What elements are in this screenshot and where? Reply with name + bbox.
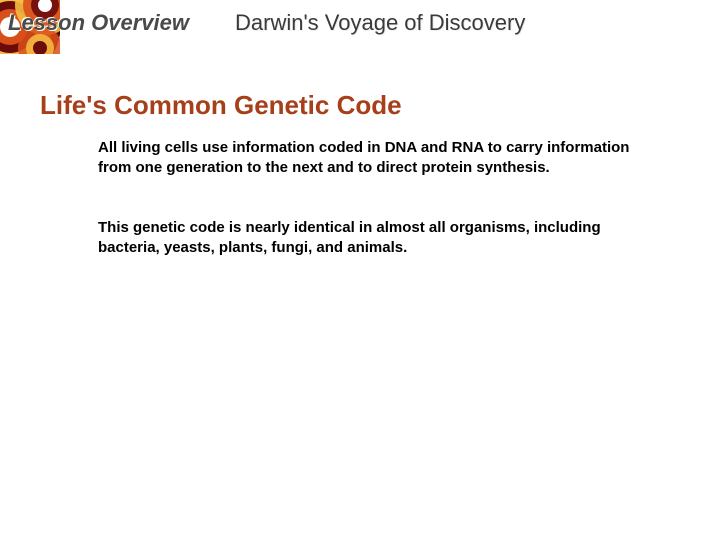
lesson-subtitle: Darwin's Voyage of Discovery: [235, 10, 525, 36]
body-paragraph-1: All living cells use information coded i…: [98, 138, 638, 179]
header-bar: Lesson Overview Darwin's Voyage of Disco…: [0, 0, 720, 54]
body-paragraph-2: This genetic code is nearly identical in…: [98, 218, 638, 259]
lesson-overview-label: Lesson Overview: [8, 10, 189, 36]
section-title: Life's Common Genetic Code: [40, 90, 402, 121]
slide: Lesson Overview Darwin's Voyage of Disco…: [0, 0, 720, 540]
